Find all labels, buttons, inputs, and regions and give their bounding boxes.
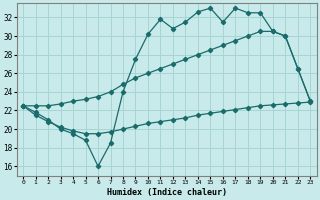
X-axis label: Humidex (Indice chaleur): Humidex (Indice chaleur): [107, 188, 227, 197]
